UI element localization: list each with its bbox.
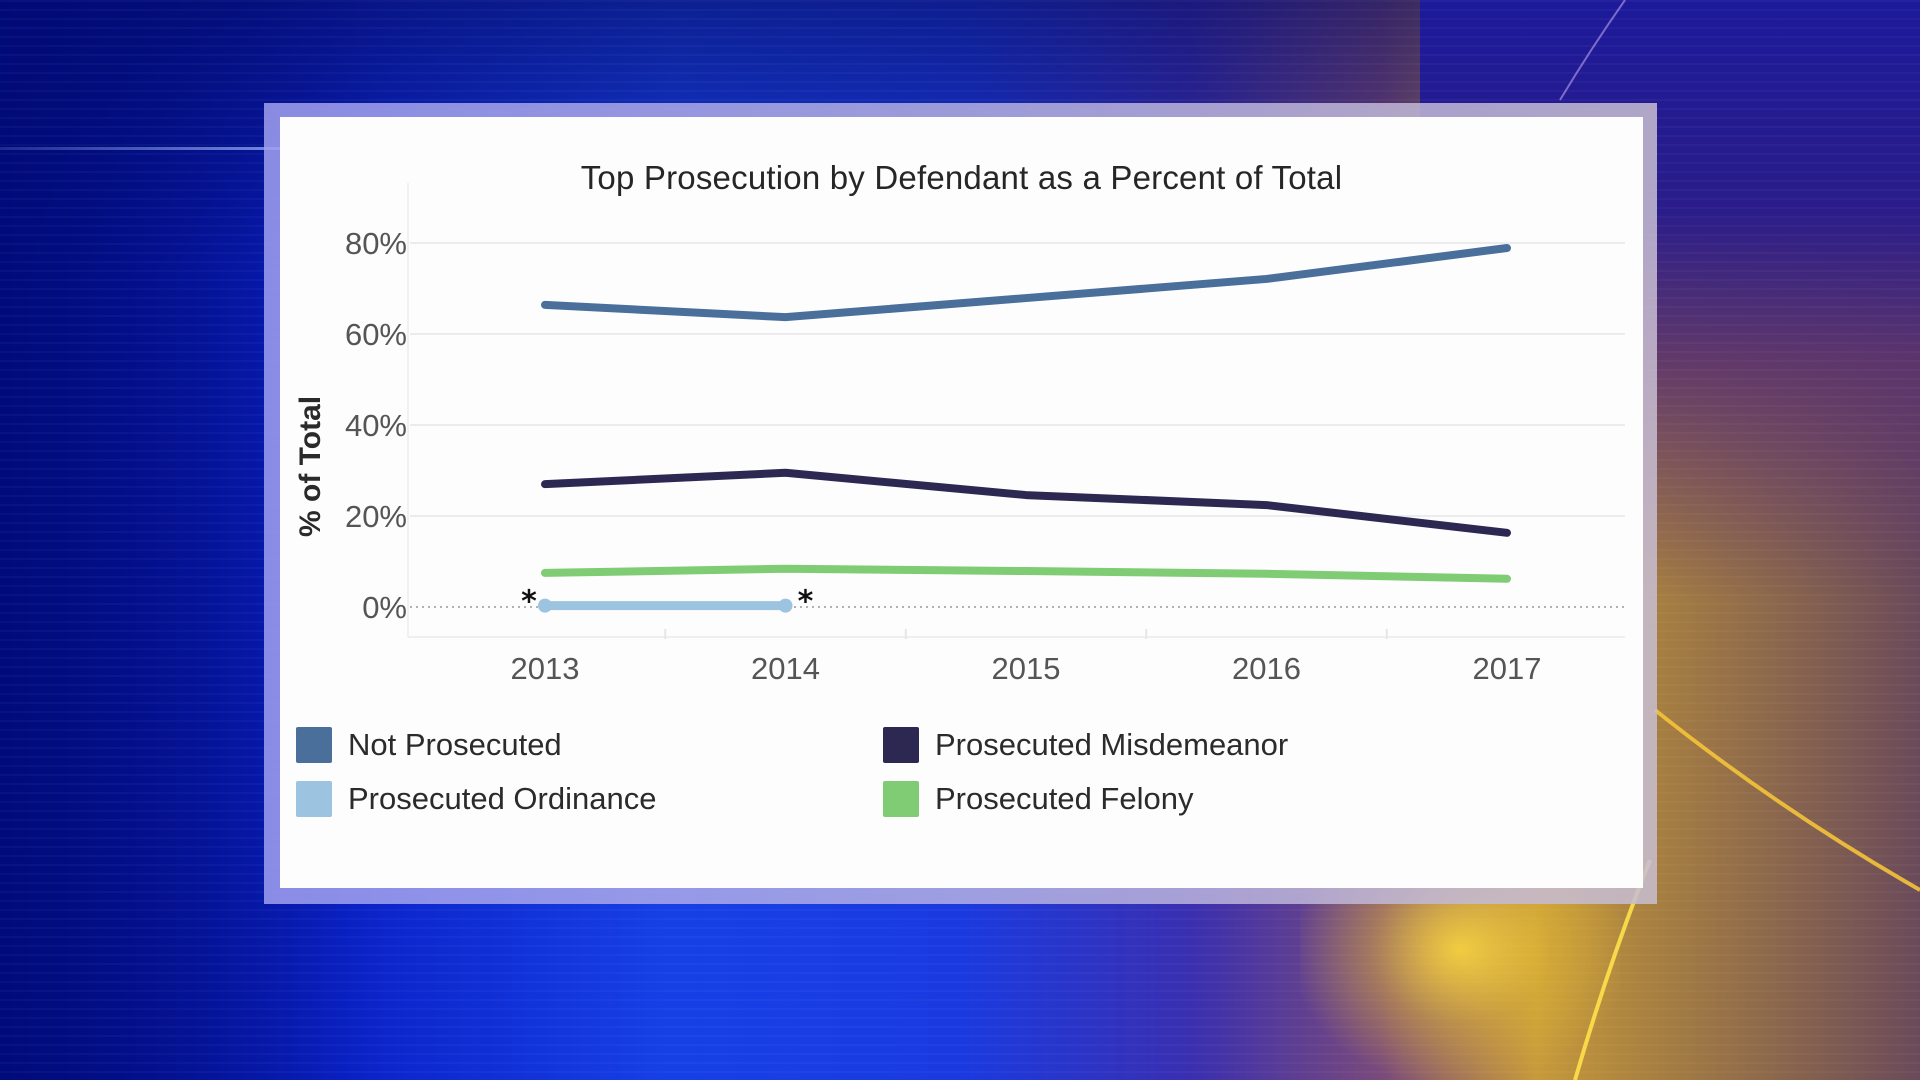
annotation-asterisk: * <box>798 585 814 620</box>
legend-label: Prosecuted Ordinance <box>348 781 657 816</box>
series-line-prosecuted-misdemeanor <box>541 468 1511 537</box>
y-tick-label: 80% <box>345 226 407 261</box>
legend-label: Prosecuted Felony <box>935 781 1194 816</box>
legend-swatch <box>296 781 332 817</box>
legend-swatch <box>883 781 919 817</box>
chart-panel: Top Prosecution by Defendant as a Percen… <box>280 117 1643 888</box>
legend-item-not-prosecuted: Not Prosecuted <box>296 727 562 763</box>
legend-item-prosecuted-misdemeanor: Prosecuted Misdemeanor <box>883 727 1288 763</box>
legend-label: Not Prosecuted <box>348 727 562 762</box>
x-tick-label: 2014 <box>751 651 820 686</box>
data-point-prosecuted-ordinance <box>538 598 552 613</box>
data-point-prosecuted-ordinance <box>778 598 793 613</box>
legend-swatch <box>296 727 332 763</box>
series-line-not-prosecuted <box>541 244 1511 322</box>
background-arc-top <box>1559 0 1626 101</box>
series-line-prosecuted-felony <box>541 564 1511 583</box>
annotation-asterisk: * <box>521 585 537 620</box>
x-tick-label: 2016 <box>1232 651 1301 686</box>
y-tick-label: 60% <box>345 317 407 352</box>
legend-item-prosecuted-felony: Prosecuted Felony <box>883 781 1193 817</box>
y-tick-label: 0% <box>362 590 407 625</box>
y-tick-label: 20% <box>345 499 407 534</box>
legend-swatch <box>883 727 919 763</box>
legend: Not Prosecuted Prosecuted Misdemeanor Pros… <box>296 727 1496 837</box>
legend-item-prosecuted-ordinance: Prosecuted Ordinance <box>296 781 656 817</box>
line-chart: 0% 20% 40% 60% 80% 2013 2014 2015 2016 2017 * * <box>345 183 1625 686</box>
y-tick-label: 40% <box>345 408 407 443</box>
chart-title: Top Prosecution by Defendant as a Percen… <box>580 159 1343 196</box>
legend-label: Prosecuted Misdemeanor <box>935 727 1289 762</box>
x-tick-label: 2013 <box>511 651 580 686</box>
x-tick-label: 2015 <box>992 651 1061 686</box>
background-light-streak <box>0 147 280 150</box>
x-tick-label: 2017 <box>1473 651 1542 686</box>
background-arc-right <box>1653 708 1920 892</box>
